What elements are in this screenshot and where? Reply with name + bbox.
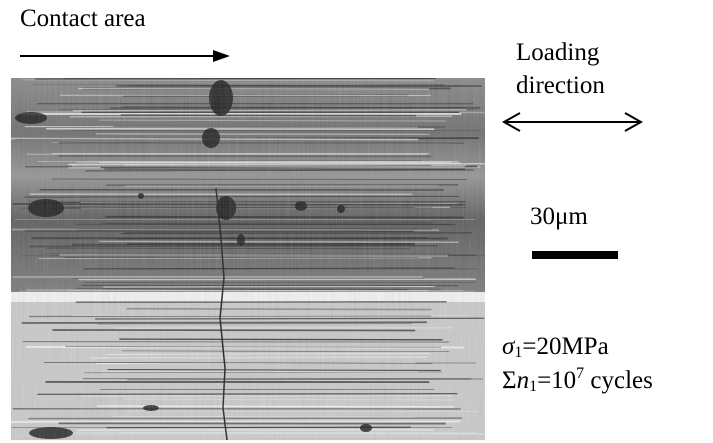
cycles-parameter: Σn1=107 cycles bbox=[502, 365, 653, 395]
stress-parameter: σ1=20MPa bbox=[502, 333, 609, 361]
contact-arrow-icon bbox=[20, 50, 230, 62]
contact-area-label: Contact area bbox=[20, 5, 146, 32]
micrograph-image bbox=[11, 78, 485, 440]
loading-label-line1: Loading bbox=[516, 39, 600, 66]
loading-label-line2: direction bbox=[516, 72, 605, 99]
scale-bar bbox=[532, 251, 618, 259]
scale-label: 30μm bbox=[530, 203, 588, 230]
loading-direction-label: Loading direction bbox=[516, 36, 605, 102]
loading-direction-arrow-icon bbox=[501, 112, 644, 132]
test-parameters: σ1=20MPa Σn1=107 cycles bbox=[502, 330, 653, 398]
